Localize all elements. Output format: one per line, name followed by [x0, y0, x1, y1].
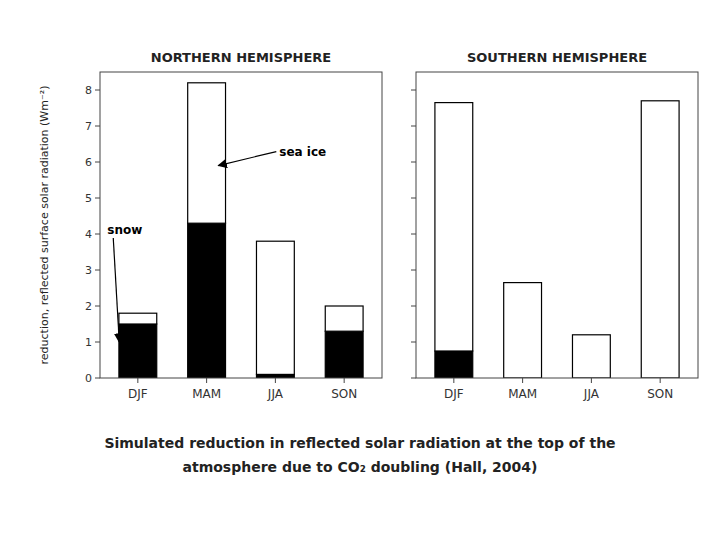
x-tick-label: MAM — [508, 387, 537, 401]
bar-segment — [325, 306, 363, 331]
y-tick — [95, 162, 100, 163]
bar-segment — [325, 331, 363, 378]
y-tick-label: 3 — [85, 264, 92, 277]
y-tick — [411, 234, 416, 235]
annotation-arrow — [113, 238, 119, 342]
annotation: snow — [107, 223, 142, 237]
x-tick-label: JJA — [267, 387, 284, 401]
x-tick — [591, 378, 592, 383]
x-tick — [660, 378, 661, 383]
x-tick — [522, 378, 523, 383]
y-tick-label: 4 — [85, 228, 92, 241]
y-tick — [411, 90, 416, 91]
y-tick — [95, 198, 100, 199]
y-tick-label: 7 — [85, 120, 92, 133]
title: SOUTHERN HEMISPHERE — [467, 50, 647, 65]
bar-segment — [435, 351, 473, 378]
x-tick — [275, 378, 276, 383]
x-tick — [137, 378, 138, 383]
bar-segment — [119, 324, 157, 378]
y-tick — [411, 198, 416, 199]
bar-segment — [188, 223, 226, 378]
y-tick — [95, 342, 100, 343]
y-tick — [95, 270, 100, 271]
panel: SOUTHERN HEMISPHERE DJF MAM JJA SON — [411, 50, 698, 401]
x-tick — [453, 378, 454, 383]
x-tick-label: DJF — [128, 387, 148, 401]
x-tick — [206, 378, 207, 383]
annotation: sea ice — [279, 145, 326, 159]
caption: atmosphere due to CO₂ doubling (Hall, 20… — [183, 459, 538, 475]
x-tick-label: SON — [331, 387, 357, 401]
bar-segment — [435, 103, 473, 351]
panel: NORTHERN HEMISPHERE 0 1 2 3 4 5 6 7 8 DJF MAM JJA SON… — [38, 50, 382, 401]
plot-frame — [100, 72, 382, 378]
y-tick-label: 6 — [85, 156, 92, 169]
bar-segment — [572, 335, 610, 378]
x-tick — [344, 378, 345, 383]
y-tick-label: 8 — [85, 84, 92, 97]
bar-segment — [188, 83, 226, 223]
y-tick — [411, 270, 416, 271]
annotation-arrow — [218, 152, 276, 166]
y-tick-label: 2 — [85, 300, 92, 313]
y-tick — [411, 162, 416, 163]
x-tick-label: JJA — [583, 387, 600, 401]
y-tick-label: 0 — [85, 372, 92, 385]
y-tick — [411, 306, 416, 307]
bar-segment — [119, 313, 157, 324]
y-tick-label: 5 — [85, 192, 92, 205]
y-tick — [411, 126, 416, 127]
x-tick-label: SON — [647, 387, 673, 401]
bar-segment — [641, 101, 679, 378]
bar-segment — [504, 283, 542, 378]
y-tick — [95, 126, 100, 127]
chart: NORTHERN HEMISPHERE 0 1 2 3 4 5 6 7 8 DJF MAM JJA SON… — [0, 0, 720, 540]
y-tick — [95, 306, 100, 307]
y-tick — [411, 378, 416, 379]
bars — [435, 101, 679, 378]
x-tick-label: DJF — [444, 387, 464, 401]
caption: Simulated reduction in reflected solar r… — [104, 435, 615, 451]
y-tick — [95, 378, 100, 379]
y-axis-label: reduction, reflected surface solar radia… — [38, 86, 51, 365]
bars — [119, 83, 363, 378]
bar-segment — [256, 241, 294, 374]
y-tick — [411, 342, 416, 343]
y-tick-label: 1 — [85, 336, 92, 349]
title: NORTHERN HEMISPHERE — [151, 50, 331, 65]
plot-frame — [416, 72, 698, 378]
x-tick-label: MAM — [192, 387, 221, 401]
y-tick — [95, 234, 100, 235]
y-tick — [95, 90, 100, 91]
